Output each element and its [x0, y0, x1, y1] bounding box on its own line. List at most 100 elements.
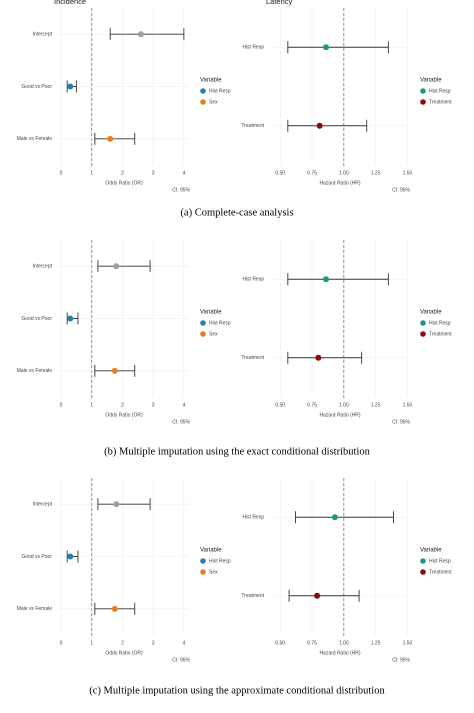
estimate-point [111, 605, 118, 612]
note: CI: 95% [392, 419, 410, 425]
x-tick-label: 1 [90, 170, 93, 176]
legend-swatch [420, 88, 426, 94]
x-tick-label: 1.25 [371, 640, 381, 646]
x-tick-label: 1.25 [371, 402, 381, 408]
x-tick-label: 1 [90, 640, 93, 646]
x-tick-label: 0 [60, 170, 63, 176]
legend-swatch [420, 320, 426, 326]
estimate-point [331, 514, 338, 521]
legend-swatch [200, 331, 206, 337]
note: CI: 95% [172, 419, 190, 425]
legend-swatch [420, 558, 426, 564]
estimate-point [67, 553, 74, 560]
legend-label: Hist Resp [209, 88, 231, 94]
x-tick-label: 3 [152, 640, 155, 646]
legend-swatch [200, 569, 206, 575]
row-label: Intercept [33, 263, 53, 269]
row-label: Hist Resp [242, 515, 264, 521]
x-axis-label: Odds Ratio (OR) [105, 412, 143, 418]
estimate-point [316, 122, 323, 129]
x-tick-label: 1.00 [339, 640, 349, 646]
x-tick-label: 3 [152, 170, 155, 176]
legend-title: Variable [420, 78, 442, 84]
x-tick-label: 1.50 [403, 640, 413, 646]
caption: (c) Multiple imputation using the approx… [89, 685, 385, 696]
x-axis-label: Hazard Ratio (HR) [319, 412, 360, 418]
row-label: Male vs Female [17, 368, 53, 374]
estimate-point [315, 354, 322, 361]
x-tick-label: 2 [121, 402, 124, 408]
estimate-point [107, 135, 114, 142]
x-tick-label: 0.75 [307, 170, 317, 176]
legend-label: Treatment [429, 99, 452, 105]
note: CI: 95% [392, 657, 410, 663]
estimate-point [67, 83, 74, 90]
legend-title: Variable [200, 78, 222, 84]
legend-title: Variable [420, 310, 442, 316]
row-label: Treatment [241, 355, 264, 361]
legend-label: Hist Resp [209, 320, 231, 326]
row-label: Intercept [33, 501, 53, 507]
x-tick-label: 1 [90, 402, 93, 408]
legend-swatch [420, 569, 426, 575]
caption: (b) Multiple imputation using the exact … [104, 446, 370, 457]
estimate-point [67, 315, 74, 322]
estimate-point [113, 263, 120, 270]
x-tick-label: 0.75 [307, 640, 317, 646]
legend-label: Sex [209, 99, 218, 105]
legend-label: Sex [209, 569, 218, 575]
legend-label: Treatment [429, 569, 452, 575]
x-tick-label: 3 [152, 402, 155, 408]
legend-label: Hist Resp [429, 320, 451, 326]
row-label: Treatment [241, 123, 264, 129]
legend-label: Hist Resp [209, 558, 231, 564]
x-tick-label: 4 [182, 402, 185, 408]
row-label: Good vs Poor [21, 84, 52, 90]
row-label: Hist Resp [242, 277, 264, 283]
x-tick-label: 2 [121, 640, 124, 646]
legend-title: Variable [200, 310, 222, 316]
x-tick-label: 1.50 [403, 170, 413, 176]
x-tick-label: 1.50 [403, 402, 413, 408]
row-label: Intercept [33, 31, 53, 37]
x-axis-label: Hazard Ratio (HR) [319, 650, 360, 656]
row-label: Treatment [241, 593, 264, 599]
x-tick-label: 0.50 [275, 402, 285, 408]
row-label: Male vs Female [17, 136, 53, 142]
row-label: Good vs Poor [21, 316, 52, 322]
x-axis-label: Odds Ratio (OR) [105, 650, 143, 656]
legend-title: Variable [200, 548, 222, 554]
caption: (a) Complete-case analysis [180, 207, 293, 218]
x-tick-label: 0.50 [275, 170, 285, 176]
x-tick-label: 4 [182, 640, 185, 646]
panel-title: Latency [266, 0, 293, 6]
row-label: Good vs Poor [21, 554, 52, 560]
legend-label: Hist Resp [429, 88, 451, 94]
legend-label: Hist Resp [429, 558, 451, 564]
legend-swatch [200, 88, 206, 94]
x-axis-label: Odds Ratio (OR) [105, 180, 143, 186]
x-tick-label: 0 [60, 640, 63, 646]
legend-label: Sex [209, 331, 218, 337]
x-tick-label: 1.00 [339, 402, 349, 408]
legend-swatch [420, 331, 426, 337]
note: CI: 95% [172, 657, 190, 663]
x-axis-label: Hazard Ratio (HR) [319, 180, 360, 186]
row-label: Male vs Female [17, 606, 53, 612]
legend-label: Treatment [429, 331, 452, 337]
x-tick-label: 0 [60, 402, 63, 408]
estimate-point [323, 44, 329, 51]
x-tick-label: 0.50 [275, 640, 285, 646]
estimate-point [323, 276, 329, 283]
legend-swatch [420, 99, 426, 105]
x-tick-label: 0.75 [307, 402, 317, 408]
x-tick-label: 1.25 [371, 170, 381, 176]
legend-title: Variable [420, 548, 442, 554]
panel-title: Incidence [54, 0, 86, 6]
note: CI: 95% [172, 187, 190, 193]
x-tick-label: 2 [121, 170, 124, 176]
legend-swatch [200, 558, 206, 564]
legend-swatch [200, 99, 206, 105]
